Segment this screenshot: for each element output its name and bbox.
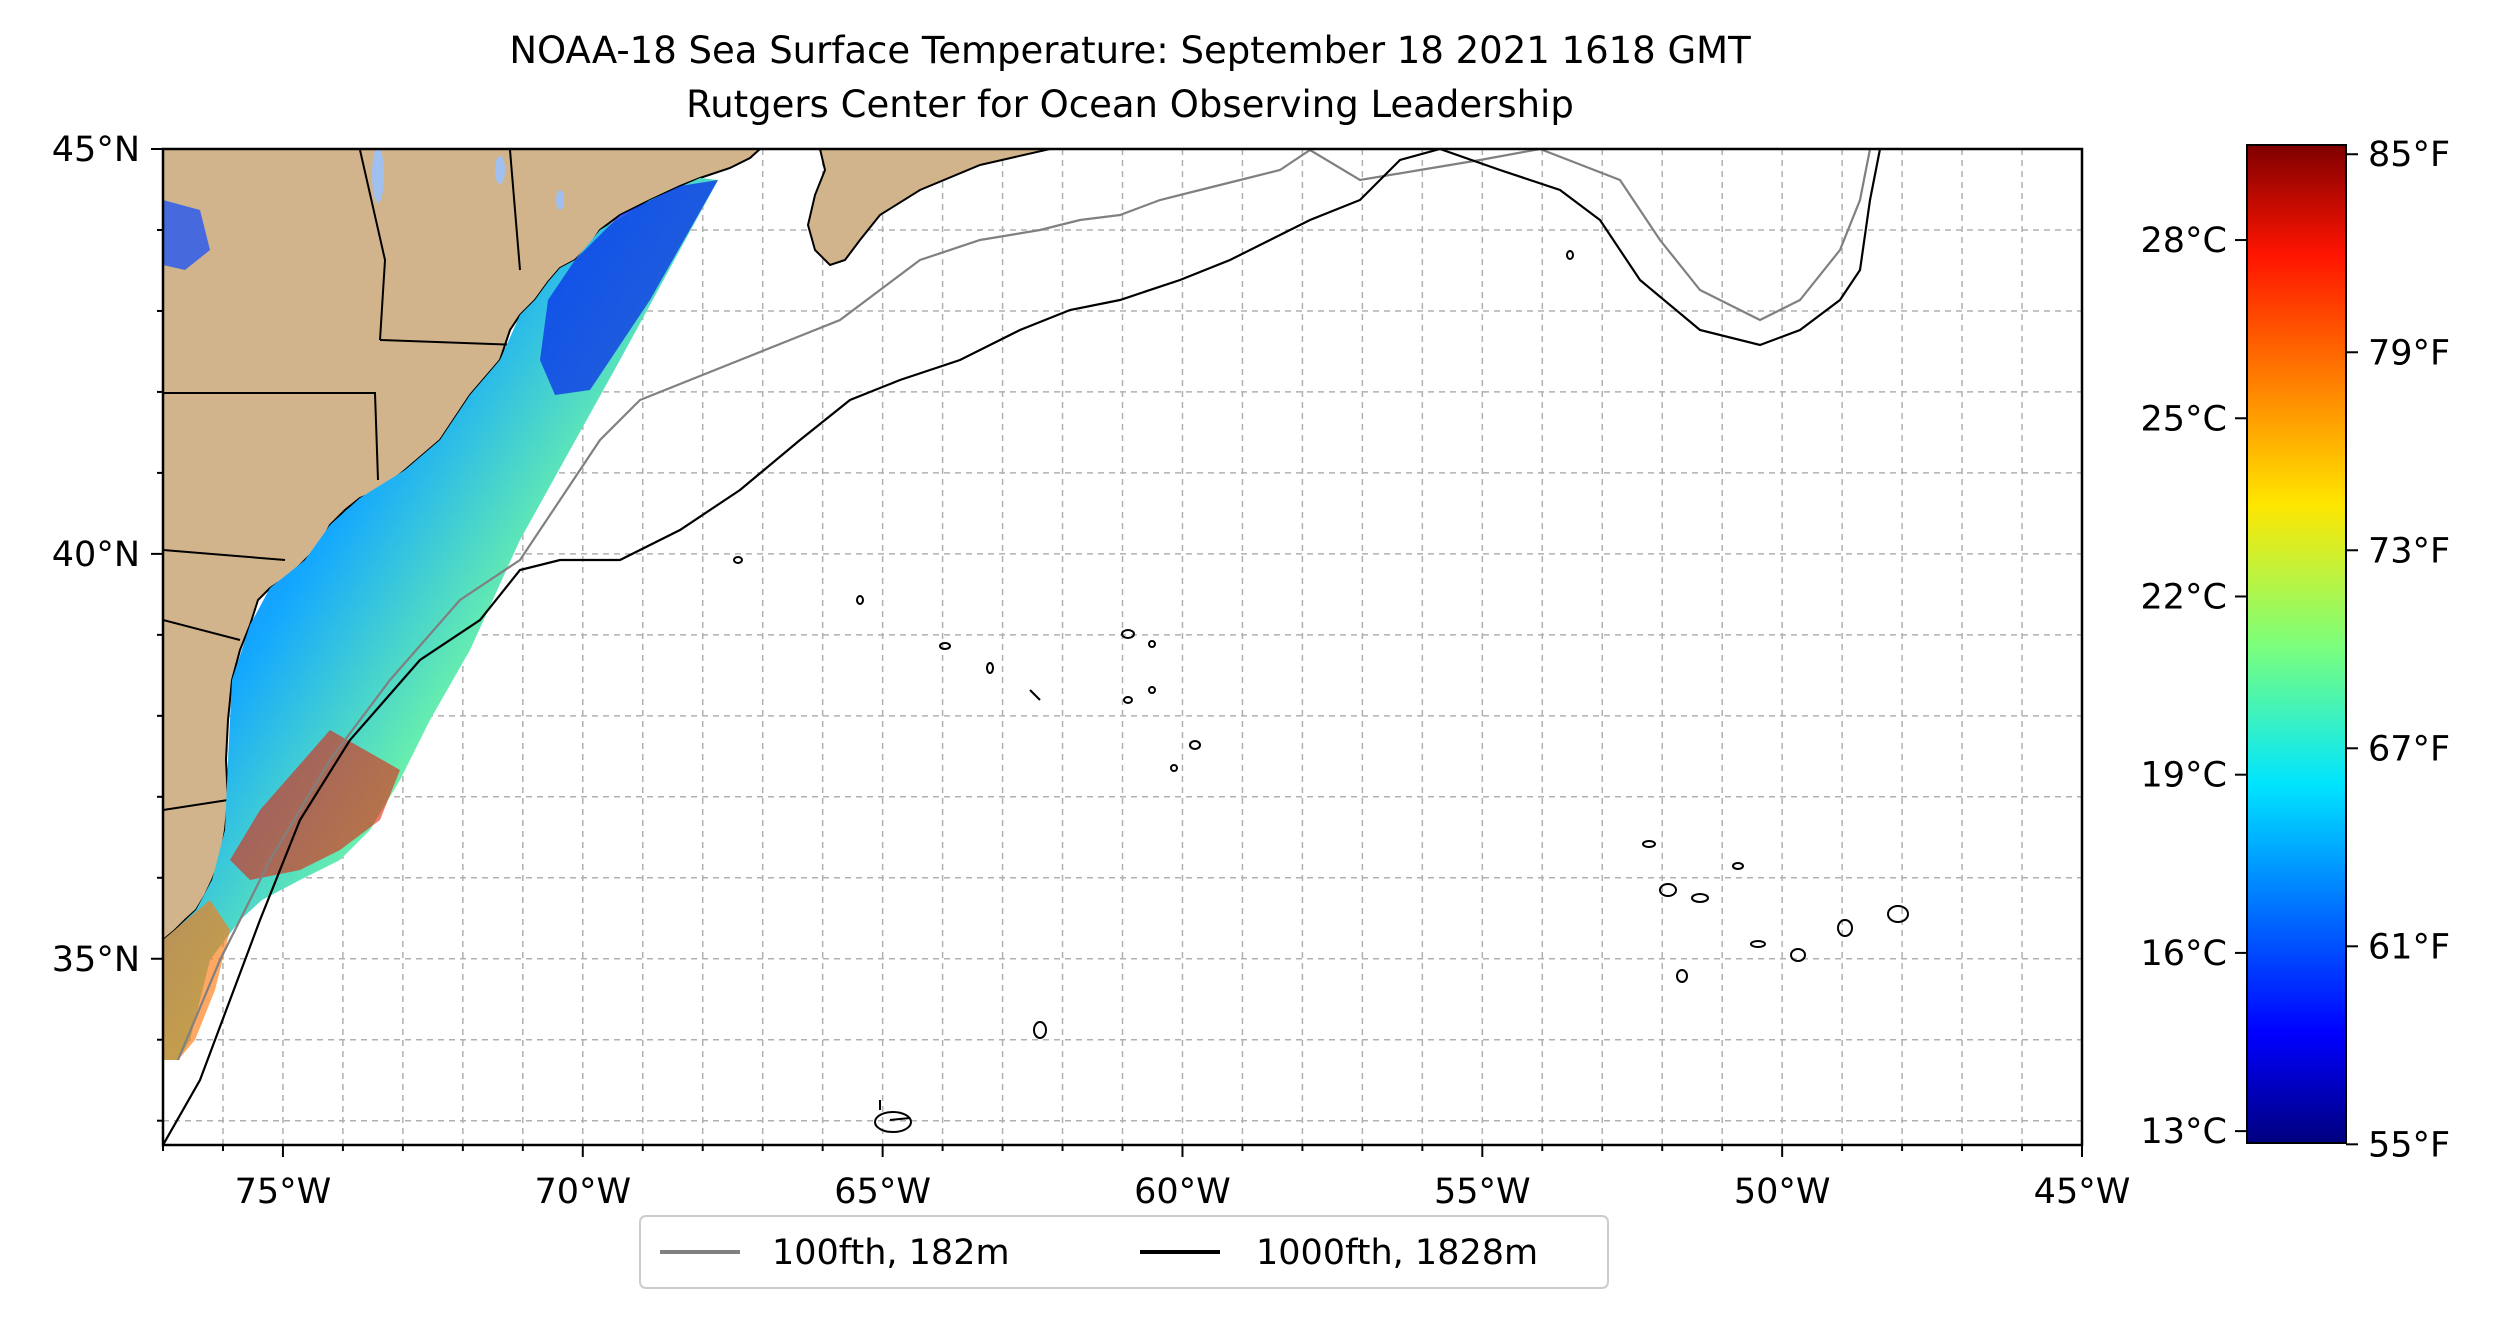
colorbar-celsius-label: 19°C [2141, 756, 2227, 796]
colorbar-fahrenheit-label: 73°F [2368, 531, 2450, 571]
x-tick-label: 60°W [1134, 1172, 1231, 1212]
longitude-axis: 75°W 70°W 65°W 60°W 55°W 50°W 45°W [162, 1145, 2131, 1212]
colorbar-fahrenheit-label: 67°F [2368, 729, 2450, 769]
colorbar-celsius-label: 16°C [2141, 934, 2227, 974]
x-tick-label: 55°W [1434, 1172, 1531, 1212]
legend: 100fth, 182m 1000fth, 1828m [639, 1215, 1609, 1289]
contour-100fth [176, 149, 1872, 1061]
contour-1000fth [163, 149, 1882, 1145]
colorbar-gradient [2246, 144, 2347, 1144]
latitude-axis: 45°N 40°N 35°N [52, 130, 163, 1122]
y-tick-label: 45°N [52, 130, 140, 170]
lakes [372, 149, 564, 210]
colorbar-fahrenheit-label: 61°F [2368, 927, 2450, 967]
colorbar-celsius-label: 13°C [2141, 1112, 2227, 1152]
legend-box [639, 1215, 1609, 1289]
x-tick-label: 75°W [235, 1172, 332, 1212]
x-tick-label: 45°W [2034, 1172, 2131, 1212]
colorbar-fahrenheit-axis: 55°F 61°F 67°F 73°F 79°F 85°F [2346, 135, 2450, 1165]
sst-swath [163, 178, 718, 1060]
colorbar-celsius-label: 25°C [2141, 399, 2227, 439]
x-tick-label: 65°W [834, 1172, 931, 1212]
legend-label-1000fth: 1000fth, 1828m [1256, 1233, 1538, 1273]
colorbar: 13°C 16°C 19°C 22°C 25°C 28°C 55°F 61°F 67°F 73°… [2141, 135, 2451, 1165]
seamounts [733, 250, 1909, 1133]
colorbar-celsius-label: 28°C [2141, 221, 2227, 261]
colorbar-fahrenheit-label: 55°F [2368, 1125, 2450, 1165]
map-title: NOAA-18 Sea Surface Temperature: Septemb… [509, 29, 1751, 72]
y-tick-label: 40°N [52, 535, 140, 575]
state-borders [163, 149, 521, 811]
legend-label-100fth: 100fth, 182m [772, 1233, 1010, 1273]
y-tick-label: 35°N [52, 940, 140, 980]
colorbar-celsius-axis: 13°C 16°C 19°C 22°C 25°C 28°C [2141, 221, 2247, 1152]
x-tick-label: 50°W [1734, 1172, 1831, 1212]
colorbar-celsius-label: 22°C [2141, 577, 2227, 617]
map-subtitle: Rutgers Center for Ocean Observing Leade… [686, 83, 1574, 126]
x-tick-label: 70°W [534, 1172, 631, 1212]
colorbar-fahrenheit-label: 85°F [2368, 135, 2450, 175]
colorbar-fahrenheit-label: 79°F [2368, 333, 2450, 373]
